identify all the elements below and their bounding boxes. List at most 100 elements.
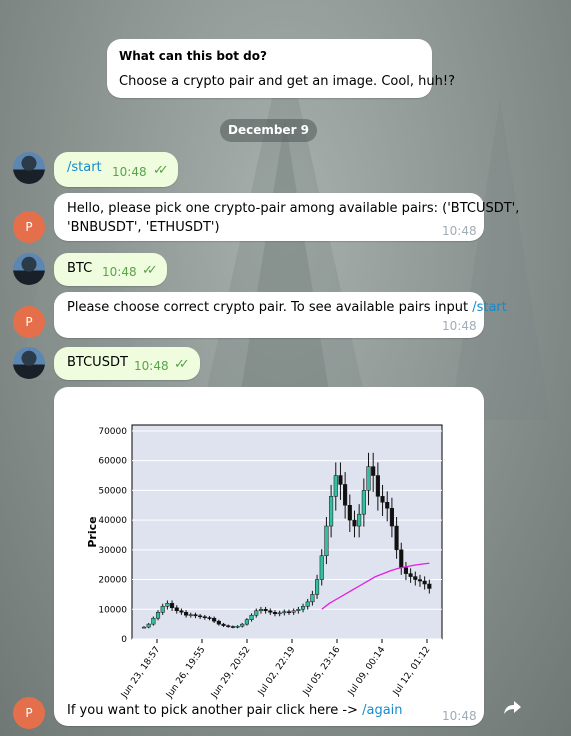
candle-body: [300, 606, 306, 610]
message-time: 10:48: [102, 265, 137, 279]
candle-body: [324, 525, 329, 557]
candle-body: [333, 475, 338, 497]
candle-body: [202, 616, 207, 618]
candle-body: [394, 525, 399, 551]
date-separator: December 9: [220, 119, 317, 142]
candle-body: [319, 555, 324, 580]
y-axis-label: Price: [86, 516, 99, 547]
y-tick-label: 70000: [98, 427, 127, 437]
outgoing-message[interactable]: /start 10:48 ✓✓: [54, 152, 178, 187]
candle-body: [357, 513, 362, 527]
candle-body: [427, 583, 432, 589]
candle-body: [141, 626, 147, 629]
intro-text: Choose a crypto pair and get an image. C…: [119, 74, 456, 89]
message-time: 10:48: [442, 709, 477, 723]
candle-body: [254, 610, 259, 616]
candle-body: [249, 614, 254, 620]
bot-avatar[interactable]: P: [13, 306, 45, 338]
candle-body: [408, 573, 413, 577]
user-avatar[interactable]: [13, 253, 45, 285]
x-tick-label: Jun 23, 18:57: [119, 645, 162, 701]
outgoing-message[interactable]: BTCUSDT 10:48 ✓✓: [54, 347, 200, 380]
candle-body: [155, 612, 161, 619]
candle-body: [188, 614, 193, 616]
candle-body: [216, 620, 221, 625]
x-tick-label: Jul 09, 00:14: [346, 645, 388, 698]
message-time: 10:48: [442, 319, 477, 333]
candle-body: [296, 609, 301, 612]
candle-body: [207, 617, 212, 619]
message-text: BTC: [67, 261, 93, 276]
candle-body: [179, 610, 184, 613]
candle-body: [347, 505, 352, 521]
candle-body: [380, 496, 385, 503]
candle-body: [310, 594, 315, 603]
message-text: Please choose correct crypto pair. To se…: [67, 300, 507, 315]
again-command-link[interactable]: /again: [362, 703, 403, 718]
double-check-icon: ✓✓: [142, 263, 158, 278]
user-avatar[interactable]: [13, 152, 45, 184]
candle-body: [258, 609, 263, 612]
candle-body: [160, 606, 165, 613]
candle-body: [305, 601, 310, 607]
message-text-line1: Hello, please pick one crypto-pair among…: [67, 201, 520, 216]
candle-body: [263, 609, 268, 612]
candle-body: [343, 484, 348, 506]
candle-body: [413, 576, 418, 580]
candle-body: [277, 612, 282, 615]
y-tick-label: 60000: [98, 457, 127, 467]
candle-body: [240, 623, 245, 627]
candle-body: [272, 612, 278, 614]
candle-body: [165, 603, 170, 607]
candle-body: [403, 567, 408, 574]
candle-body: [174, 607, 179, 612]
incoming-message[interactable]: Hello, please pick one crypto-pair among…: [54, 193, 519, 241]
y-tick-label: 30000: [98, 546, 127, 556]
message-time: 10:48: [112, 165, 147, 179]
message-text[interactable]: /start: [67, 160, 102, 175]
double-check-icon: ✓✓: [174, 357, 190, 372]
candle-body: [198, 615, 203, 618]
incoming-message[interactable]: Please choose correct crypto pair. To se…: [54, 292, 507, 338]
message-text: BTCUSDT: [67, 355, 128, 370]
bot-intro-card: What can this bot do? Choose a crypto pa…: [107, 39, 455, 98]
candle-body: [146, 623, 151, 628]
candle-body: [212, 617, 217, 622]
candle-body: [315, 579, 320, 595]
intro-title: What can this bot do?: [119, 49, 267, 63]
candle-body: [221, 623, 226, 626]
y-tick-label: 10000: [98, 605, 127, 615]
candle-body: [375, 475, 380, 497]
message-time: 10:48: [134, 359, 169, 373]
candle-body: [286, 611, 292, 613]
x-tick-label: Jul 02, 22:19: [256, 645, 298, 698]
bot-avatar[interactable]: P: [13, 211, 45, 243]
x-tick-label: Jun 29, 20:52: [209, 645, 252, 701]
candle-body: [268, 610, 273, 613]
share-arrow-icon[interactable]: [503, 697, 523, 717]
price-chart-image[interactable]: 0 10000 20000 30000 40000 50000 60000 70000 Pric…: [72, 410, 452, 710]
candle-body: [352, 519, 357, 527]
message-caption: If you want to pick another pair click h…: [67, 703, 403, 718]
candle-body: [244, 619, 249, 625]
candle-body: [170, 603, 175, 609]
y-tick-label: 20000: [98, 576, 127, 586]
candle-body: [385, 502, 390, 509]
start-command-link[interactable]: /start: [472, 300, 507, 315]
candle-body: [422, 580, 427, 585]
moving-average-line: [321, 562, 430, 610]
user-avatar[interactable]: [13, 347, 45, 379]
candle-body: [399, 549, 404, 568]
candle-body: [291, 610, 296, 613]
outgoing-message[interactable]: BTC 10:48 ✓✓: [54, 253, 167, 286]
bot-avatar[interactable]: P: [13, 697, 45, 729]
candle-body: [151, 617, 156, 625]
candle-body: [417, 579, 423, 582]
candle-body: [230, 626, 235, 628]
message-time: 10:48: [442, 224, 477, 238]
y-tick-label: 0: [121, 635, 127, 645]
candle-body: [235, 625, 240, 628]
candle-body: [193, 614, 198, 617]
y-tick-label: 40000: [98, 516, 127, 526]
candle-body: [184, 612, 189, 616]
